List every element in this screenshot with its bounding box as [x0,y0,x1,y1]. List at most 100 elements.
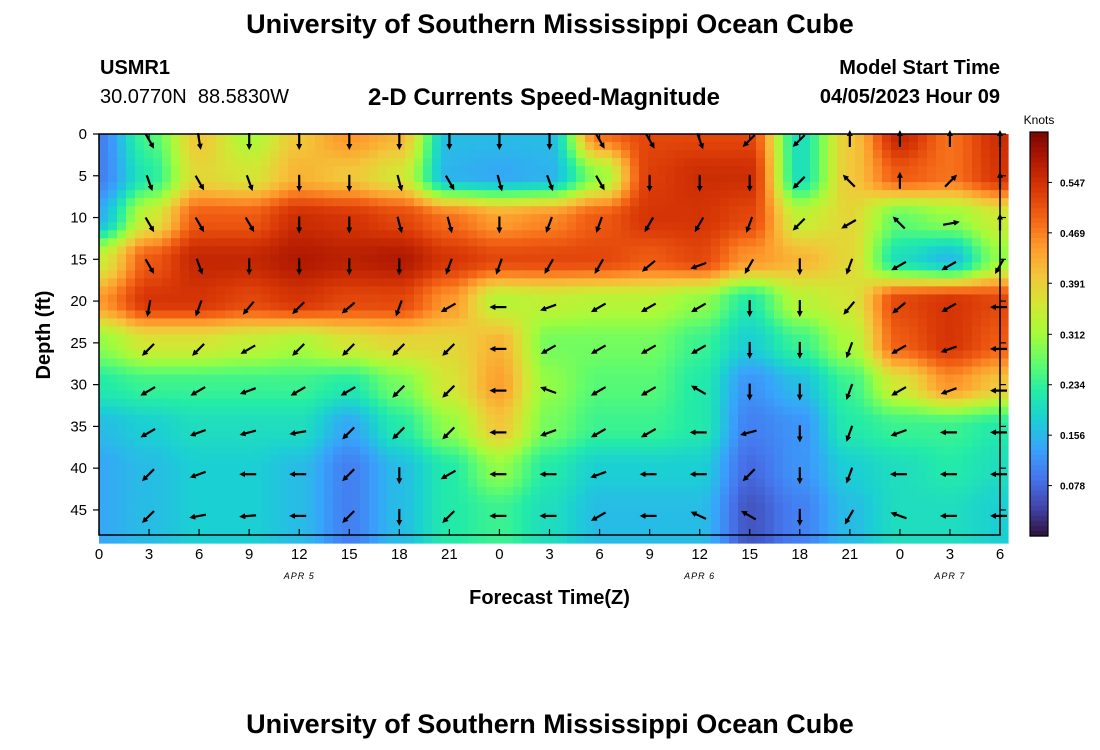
heatmap-cell [270,254,280,263]
heatmap-cell [927,342,937,352]
heatmap-cell [612,254,622,263]
heatmap-cell [117,422,127,432]
heatmap-cell [639,278,649,287]
heatmap-cell [684,294,694,304]
heatmap-cell [846,318,856,328]
heatmap-cell [270,278,280,287]
heatmap-cell [693,310,703,320]
heatmap-cell [963,326,973,336]
heatmap-cell [612,438,622,448]
heatmap-cell [927,286,937,295]
heatmap-cell [864,350,874,360]
heatmap-cell [414,430,424,440]
heatmap-cell [981,158,991,167]
heatmap-cell [630,270,640,279]
heatmap-cell [126,310,136,320]
heatmap-cell [414,182,424,191]
heatmap-cell [981,278,991,287]
heatmap-cell [837,254,847,263]
heatmap-cell [549,438,559,448]
heatmap-cell [486,326,496,336]
heatmap-cell [693,342,703,352]
heatmap-cell [351,238,361,247]
heatmap-cell [378,222,388,231]
heatmap-cell [234,198,244,207]
heatmap-cell [612,510,622,520]
heatmap-cell [378,182,388,191]
heatmap-cell [189,526,199,536]
heatmap-cell [990,374,1000,384]
heatmap-cell [900,390,910,400]
heatmap-cell [855,446,865,456]
heatmap-cell [378,494,388,504]
heatmap-cell [252,134,262,143]
heatmap-cell [387,326,397,336]
heatmap-cell [126,206,136,215]
heatmap-cell [117,254,127,263]
heatmap-cell [540,446,550,456]
heatmap-cell [945,166,955,175]
heatmap-cell [468,222,478,231]
heatmap-cell [891,302,901,312]
heatmap-cell [99,150,109,159]
heatmap-cell [657,334,667,344]
heatmap-cell [477,414,487,424]
heatmap-cell [432,270,442,279]
heatmap-cell [774,350,784,360]
heatmap-cell [180,134,190,143]
heatmap-cell [243,190,253,199]
heatmap-cell [423,182,433,191]
heatmap-cell [729,438,739,448]
heatmap-cell [729,246,739,255]
heatmap-cell [756,494,766,504]
heatmap-cell [558,430,568,440]
heatmap-cell [207,470,217,480]
heatmap-cell [864,334,874,344]
heatmap-cell [324,142,334,151]
heatmap-cell [477,246,487,255]
heatmap-cell [657,430,667,440]
heatmap-cell [198,206,208,215]
heatmap-cell [927,366,937,376]
heatmap-cell [819,142,829,151]
heatmap-cell [612,398,622,408]
heatmap-cell [801,358,811,368]
heatmap-cell [612,286,622,295]
heatmap-cell [108,406,118,416]
heatmap-cell [702,310,712,320]
heatmap-cell [792,278,802,287]
heatmap-cell [288,518,298,528]
heatmap-cell [612,182,622,191]
heatmap-cell [594,518,604,528]
heatmap-cell [567,406,577,416]
heatmap-cell [414,342,424,352]
heatmap-cell [198,470,208,480]
heatmap-cell [801,462,811,472]
heatmap-cell [873,342,883,352]
heatmap-cell [882,198,892,207]
heatmap-cell [468,382,478,392]
heatmap-cell [612,502,622,512]
heatmap-cell [657,182,667,191]
heatmap-cell [963,334,973,344]
heatmap-cell [936,214,946,223]
heatmap-cell [567,334,577,344]
heatmap-cell [126,382,136,392]
heatmap-cell [450,222,460,231]
heatmap-cell [432,198,442,207]
heatmap-cell [315,246,325,255]
heatmap-cell [234,166,244,175]
heatmap-cell [369,198,379,207]
heatmap-cell [198,422,208,432]
heatmap-cell [558,310,568,320]
heatmap-cell [234,246,244,255]
heatmap-cell [720,318,730,328]
heatmap-cell [333,222,343,231]
heatmap-cell [576,406,586,416]
heatmap-cell [819,286,829,295]
heatmap-cell [288,222,298,231]
heatmap-cell [666,414,676,424]
heatmap-cell [738,166,748,175]
heatmap-cell [198,214,208,223]
heatmap-cell [468,366,478,376]
